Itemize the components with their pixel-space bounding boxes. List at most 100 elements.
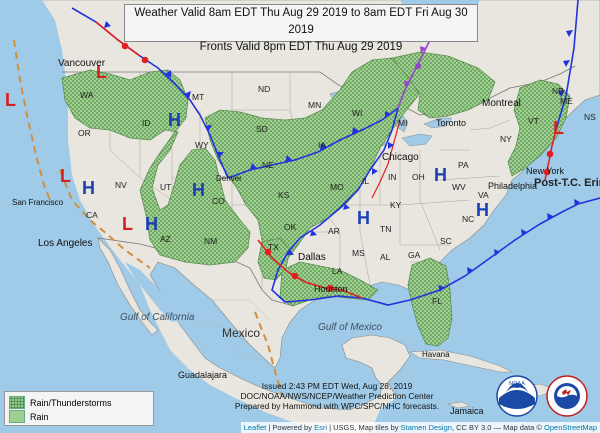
issued-info: Issued 2:43 PM EDT Wed, Aug 28, 2019 DOC…	[232, 381, 442, 411]
state-label: AR	[328, 226, 340, 236]
state-label: NS	[584, 112, 596, 122]
city-label: Denver	[216, 174, 242, 183]
state-label: TX	[268, 242, 279, 252]
precip-northeast	[507, 79, 571, 177]
high-pressure-center: H	[82, 178, 95, 198]
cuba	[409, 349, 513, 373]
issued-line-2: DOC/NOAA/NWS/NCEP/Weather Prediction Cen…	[240, 391, 434, 401]
red-trough-line	[371, 119, 401, 199]
osm-link[interactable]: OpenStreetMap	[544, 423, 597, 432]
state-label: MS	[352, 248, 365, 258]
city-label: Los Angeles	[38, 238, 93, 249]
state-label: PA	[458, 160, 469, 170]
legend-item: Rain/Thunderstorms	[9, 396, 112, 409]
state-label: WA	[80, 90, 94, 100]
city-label: Havana	[422, 350, 450, 359]
low-pressure-center: L	[96, 62, 107, 82]
low-pressure-center: L	[553, 118, 564, 138]
state-label: IN	[388, 172, 397, 182]
high-pressure-center: H	[476, 200, 489, 220]
issued-line-1: Issued 2:43 PM EDT Wed, Aug 28, 2019	[261, 381, 413, 391]
state-label: NY	[500, 134, 512, 144]
state-label: NB	[552, 86, 564, 96]
state-label: MO	[330, 182, 344, 192]
state-label: NE	[262, 160, 274, 170]
baja-california	[97, 237, 159, 336]
country-label: Mexico	[222, 326, 261, 340]
attrib-rest: | USGS, Map tiles by	[329, 423, 399, 432]
state-label: IA	[318, 140, 327, 150]
state-label: NC	[462, 214, 475, 224]
issued-line-3: Prepared by Hammond with WPC/SPC/NHC for…	[234, 401, 440, 411]
state-label: KS	[278, 190, 290, 200]
pacific-ocean	[0, 0, 330, 433]
water-label: Gulf of Mexico	[318, 322, 382, 333]
state-label: NM	[204, 236, 218, 246]
map-attribution: Leaflet | Powered by Esri | USGS, Map ti…	[240, 422, 600, 433]
state-label: ME	[560, 96, 573, 106]
legend: Rain/Thunderstorms Rain	[4, 391, 154, 426]
warm-front-gulf	[257, 239, 363, 299]
warm-front-segment	[95, 21, 141, 57]
high-pressure-center: H	[168, 110, 181, 130]
city-label: Montreal	[482, 98, 521, 109]
state-label: VA	[478, 190, 489, 200]
state-label: GA	[408, 250, 421, 260]
high-pressure-center: H	[434, 165, 447, 185]
trough-mexico	[254, 311, 283, 396]
precip-areas	[61, 51, 571, 347]
stamen-link[interactable]: Stamen Design	[400, 423, 452, 432]
high-pressure-center: H	[357, 208, 370, 228]
city-label: San Francisco	[12, 198, 64, 207]
state-label: LA	[332, 266, 343, 276]
esri-link[interactable]: Esri	[314, 423, 327, 432]
precip-central	[204, 57, 423, 279]
state-label: MI	[398, 118, 408, 128]
city-label: Philadelphia	[488, 181, 538, 191]
legend-label: Rain	[30, 411, 49, 422]
state-label: WY	[195, 140, 209, 150]
gulf-of-california	[125, 262, 180, 322]
state-label: FL	[432, 296, 442, 306]
high-pressure-center: H	[192, 180, 205, 200]
water-label: Gulf of California	[120, 312, 195, 323]
state-label: UT	[160, 182, 172, 192]
city-label: Houston	[314, 284, 348, 294]
state-label: ND	[258, 84, 271, 94]
state-label: OK	[284, 222, 297, 232]
state-label: TN	[380, 224, 392, 234]
trough-pacific	[13, 39, 51, 201]
legend-swatch-thunderstorms	[9, 396, 25, 409]
low-pressure-center: L	[5, 90, 16, 110]
leaflet-link[interactable]: Leaflet	[243, 423, 267, 432]
city-label: Chicago	[382, 152, 419, 163]
state-label: OR	[78, 128, 91, 138]
state-label: WV	[452, 182, 466, 192]
cold-front-south	[271, 107, 411, 306]
state-label: MT	[192, 92, 205, 102]
state-label: KY	[390, 200, 402, 210]
state-label: NV	[115, 180, 127, 190]
front-label: Post-T.C. Erin	[534, 177, 600, 189]
occluded-front-symbols	[404, 46, 426, 87]
jamaica-island	[447, 401, 471, 409]
cold-front-central	[227, 107, 399, 179]
state-label: ID	[142, 118, 151, 128]
trough-west	[59, 169, 151, 269]
state-label: WI	[352, 108, 363, 118]
low-pressure-center: L	[60, 166, 71, 186]
city-label: Guadalajara	[178, 370, 228, 380]
city-label: Vancouver	[58, 58, 106, 69]
precip-northwest	[61, 69, 251, 266]
title-line-2: Fronts Valid 8pm EDT Thu Aug 29 2019	[199, 41, 403, 53]
city-label: Jamaica	[450, 406, 484, 416]
state-label: VT	[528, 116, 539, 126]
city-label: Toronto	[436, 118, 467, 128]
state-label: MN	[308, 100, 322, 110]
state-label: OH	[412, 172, 425, 182]
legend-label: Rain/Thunderstorms	[30, 397, 112, 408]
cold-front-symbols	[104, 21, 580, 292]
state-label: AZ	[160, 234, 171, 244]
